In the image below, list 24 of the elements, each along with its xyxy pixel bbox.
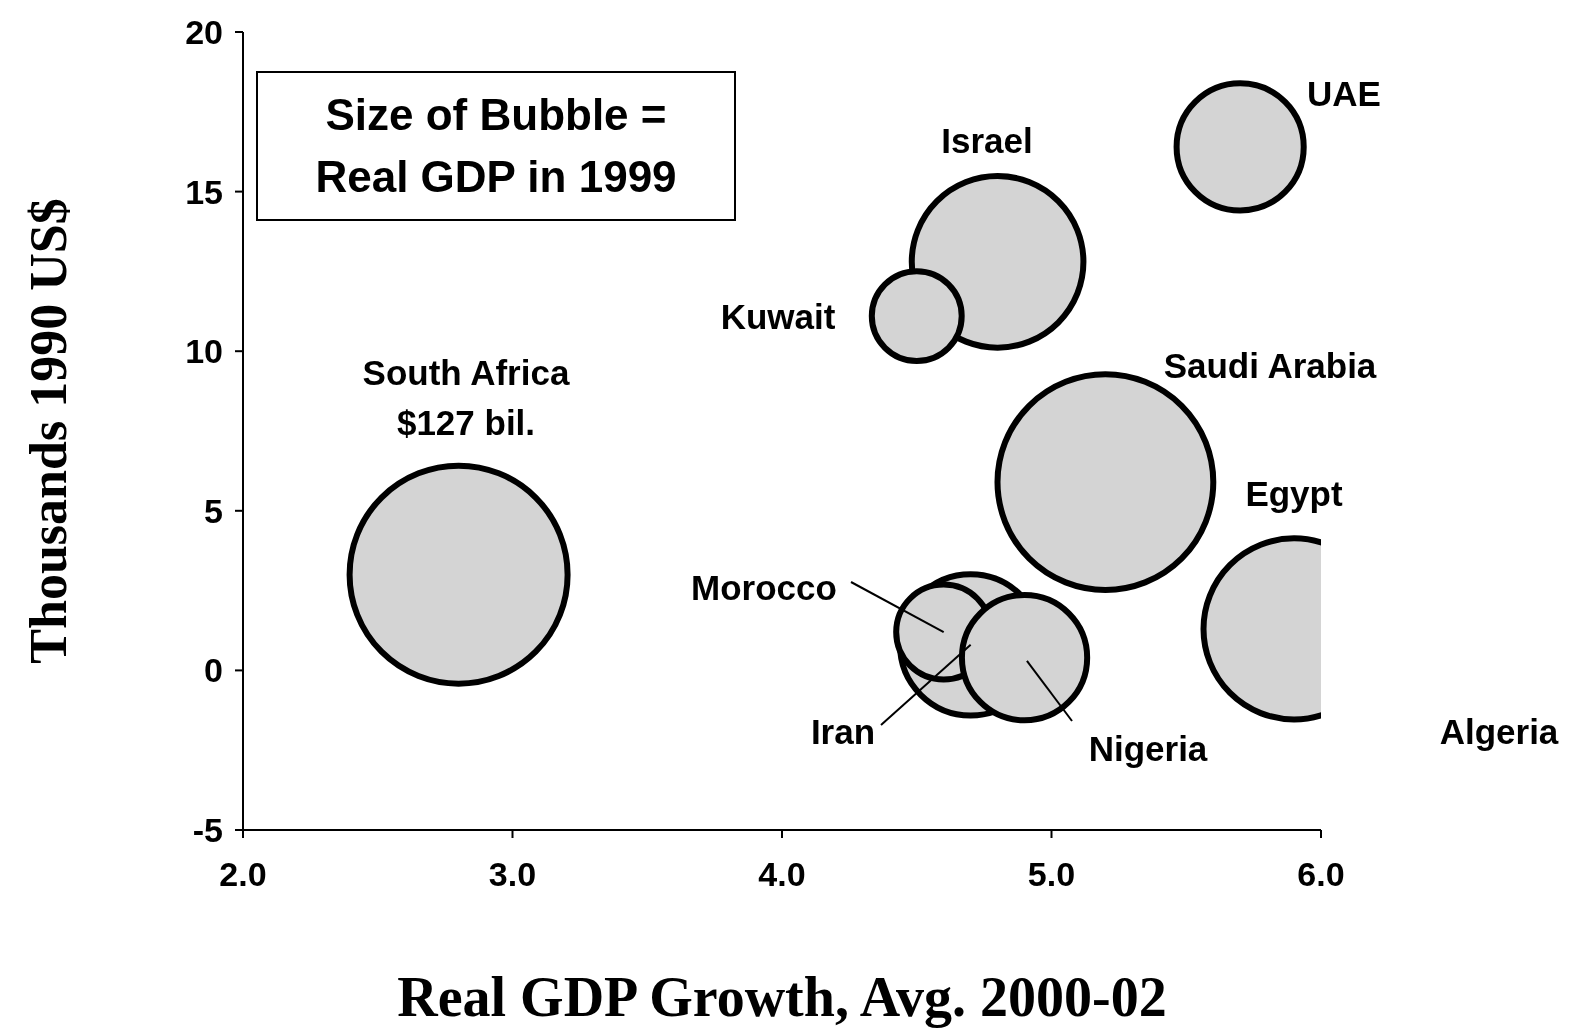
annotation: Nigeria xyxy=(1088,728,1208,768)
annotation: Saudi Arabia xyxy=(1163,345,1377,385)
annotation: $127 bil. xyxy=(396,402,536,442)
x-tick-label: 5.0 xyxy=(1027,855,1076,894)
annotation: Iran xyxy=(810,711,876,751)
annotation: Size of Bubble = Real GDP in 1999 xyxy=(256,71,736,221)
x-tick-label: 4.0 xyxy=(758,855,806,894)
annotation: South Africa xyxy=(362,352,570,392)
y-tick-label: 20 xyxy=(185,13,223,52)
annotation: Morocco xyxy=(691,567,837,607)
y-tick-label: 5 xyxy=(204,491,223,530)
annotation: Egypt xyxy=(1245,473,1343,513)
annotation: Kuwait xyxy=(720,296,836,336)
text: Algeria xyxy=(1439,711,1559,751)
y-tick-label: 15 xyxy=(185,172,223,211)
y-axis-title: Thousands 1990 US$ xyxy=(20,198,78,664)
x-tick-label: 2.0 xyxy=(219,855,267,894)
annotation: Israel xyxy=(941,120,1033,160)
y-tick-label: 10 xyxy=(185,332,223,371)
y-tick-label: 0 xyxy=(204,651,223,690)
annotation: UAE xyxy=(1307,73,1381,113)
x-tick-label: 6.0 xyxy=(1297,855,1345,894)
y-tick-label: -5 xyxy=(192,811,223,850)
x-tick-label: 3.0 xyxy=(488,855,537,894)
